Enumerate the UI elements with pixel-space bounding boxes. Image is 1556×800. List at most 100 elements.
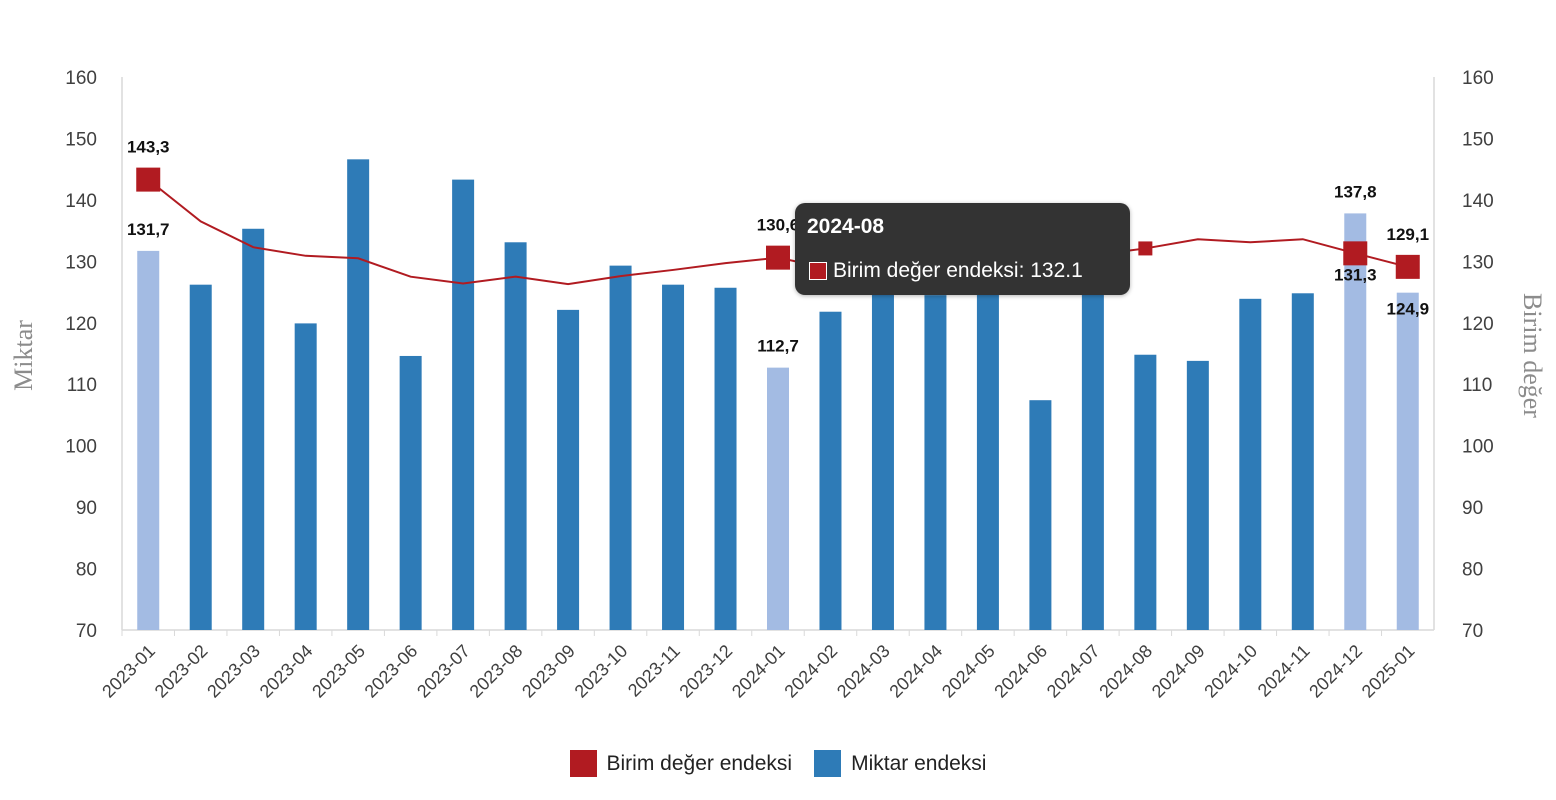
data-labels: 143,3 131,7 130,6 112,7 137,8 131,3 129,1 124,9 xyxy=(127,138,1429,356)
bar-2023-07 xyxy=(452,179,475,630)
x-tick-label: 2023-06 xyxy=(361,641,422,702)
bar-2024-08 xyxy=(1134,354,1157,630)
bar-2024-11 xyxy=(1291,293,1314,630)
y-tick-label-right: 110 xyxy=(1462,375,1492,396)
y-tick-label-left: 140 xyxy=(65,191,97,212)
x-tick-label: 2024-06 xyxy=(990,641,1051,702)
x-tick-label: 2024-09 xyxy=(1148,641,1209,702)
tooltip-value-label: Birim değer endeksi: 132.1 xyxy=(833,259,1083,282)
bar-2023-04 xyxy=(294,323,317,630)
bar-2024-07 xyxy=(1081,274,1104,630)
x-tick-label: 2024-08 xyxy=(1095,641,1156,702)
bar-series-miktar xyxy=(137,159,1419,631)
x-tick-label: 2023-10 xyxy=(571,641,632,702)
bar-2024-10 xyxy=(1239,298,1262,630)
x-tick-label: 2024-05 xyxy=(938,641,999,702)
line-marker-2023-01 xyxy=(136,167,161,192)
bar-2024-01 xyxy=(767,367,789,630)
hover-marker xyxy=(1138,241,1153,256)
legend-label-birim-deger: Birim değer endeksi xyxy=(606,751,793,775)
x-tick-label: 2023-03 xyxy=(203,641,264,702)
bar-2023-08 xyxy=(504,242,527,630)
data-label: 130,6 xyxy=(757,216,800,235)
data-label: 143,3 xyxy=(127,138,170,157)
bar-2024-12 xyxy=(1344,213,1367,630)
tooltip-series-swatch xyxy=(809,262,827,280)
bar-2024-02 xyxy=(819,311,842,630)
x-tick-label: 2023-02 xyxy=(151,641,212,702)
y-axis-title-right: Birim değer xyxy=(1518,293,1547,418)
x-tick-label: 2024-07 xyxy=(1043,641,1104,702)
bar-2023-10 xyxy=(609,265,632,630)
data-label: 131,3 xyxy=(1334,265,1377,284)
y-tick-label-left: 110 xyxy=(67,375,97,396)
x-tick-label: 2025-01 xyxy=(1358,641,1419,702)
x-tick-label: 2023-09 xyxy=(518,641,579,702)
bar-2024-04 xyxy=(924,295,947,630)
y-tick-label-right: 90 xyxy=(1462,498,1483,519)
bar-2023-05 xyxy=(347,159,370,630)
bar-2023-11 xyxy=(662,284,685,630)
x-tick-label: 2023-04 xyxy=(256,641,317,702)
y-tick-label-left: 130 xyxy=(65,252,97,273)
legend: Birim değer endeksi Miktar endeksi xyxy=(0,750,1556,777)
y-tick-label-left: 70 xyxy=(76,621,97,642)
x-tick-label: 2024-10 xyxy=(1200,641,1261,702)
bar-2023-06 xyxy=(399,355,422,630)
y-tick-label-right: 100 xyxy=(1462,437,1494,458)
bar-2025-01 xyxy=(1396,292,1419,630)
bar-2023-02 xyxy=(189,284,212,630)
tooltip-title: 2024-08 xyxy=(807,215,885,238)
y-tick-label-right: 140 xyxy=(1462,191,1494,212)
x-tick-label: 2023-05 xyxy=(308,641,369,702)
y-tick-label-left: 120 xyxy=(65,314,97,335)
y-tick-label-right: 120 xyxy=(1462,314,1494,335)
x-tick-label: 2024-03 xyxy=(833,641,894,702)
y-tick-label-left: 80 xyxy=(76,560,97,581)
chart-tooltip: 2024-08 Birim değer endeksi: 132.1 xyxy=(795,203,1130,295)
x-tick-label: 2023-07 xyxy=(413,641,474,702)
legend-swatch-miktar xyxy=(814,750,842,777)
bar-2023-01 xyxy=(137,250,160,631)
line-marker-2025-01 xyxy=(1395,254,1420,279)
legend-swatch-birim-deger xyxy=(569,750,597,777)
y-tick-label-right: 70 xyxy=(1462,621,1483,642)
y-axis-title-left: Miktar xyxy=(9,320,38,391)
y-tick-label-right: 160 xyxy=(1462,68,1494,89)
legend-item-miktar[interactable]: Miktar endeksi xyxy=(814,750,986,777)
bar-2023-12 xyxy=(714,287,737,630)
legend-label-miktar: Miktar endeksi xyxy=(851,751,987,775)
line-marker-2024-12 xyxy=(1343,241,1368,266)
y-tick-label-left: 90 xyxy=(76,498,97,519)
x-tick-label: 2024-12 xyxy=(1305,641,1366,702)
x-tick-label: 2023-12 xyxy=(675,641,736,702)
y-tick-label-right: 80 xyxy=(1462,560,1483,581)
line-marker-2024-01 xyxy=(766,245,790,270)
y-tick-label-left: 150 xyxy=(65,129,97,150)
bar-2024-06 xyxy=(1029,400,1052,630)
bar-2024-09 xyxy=(1186,360,1209,630)
legend-item-birim-deger[interactable]: Birim değer endeksi xyxy=(569,750,793,777)
y-tick-label-left: 100 xyxy=(65,437,97,458)
y-tick-label-right: 130 xyxy=(1462,252,1494,273)
bar-2024-05 xyxy=(976,271,999,630)
x-tick-label: 2024-01 xyxy=(728,641,789,702)
data-label: 124,9 xyxy=(1386,300,1429,319)
y-tick-label-right: 150 xyxy=(1462,129,1494,150)
x-tick-label: 2024-02 xyxy=(780,641,841,702)
x-tick-label: 2024-11 xyxy=(1254,641,1314,701)
x-tick-label: 2023-11 xyxy=(624,641,684,701)
y-tick-label-left: 160 xyxy=(65,68,97,89)
data-label: 137,8 xyxy=(1334,182,1377,201)
data-label: 112,7 xyxy=(757,337,799,356)
data-label: 131,7 xyxy=(127,220,170,239)
x-tick-label: 2023-08 xyxy=(466,641,527,702)
x-tick-label: 2024-04 xyxy=(885,641,946,702)
line-series-birim-deger xyxy=(136,167,1420,286)
bar-2023-09 xyxy=(557,309,580,630)
x-tick-label: 2023-01 xyxy=(98,641,159,702)
data-label: 129,1 xyxy=(1386,225,1429,244)
bar-2024-03 xyxy=(871,272,894,630)
tooltip-row: Birim değer endeksi: 132.1 xyxy=(809,259,1083,283)
